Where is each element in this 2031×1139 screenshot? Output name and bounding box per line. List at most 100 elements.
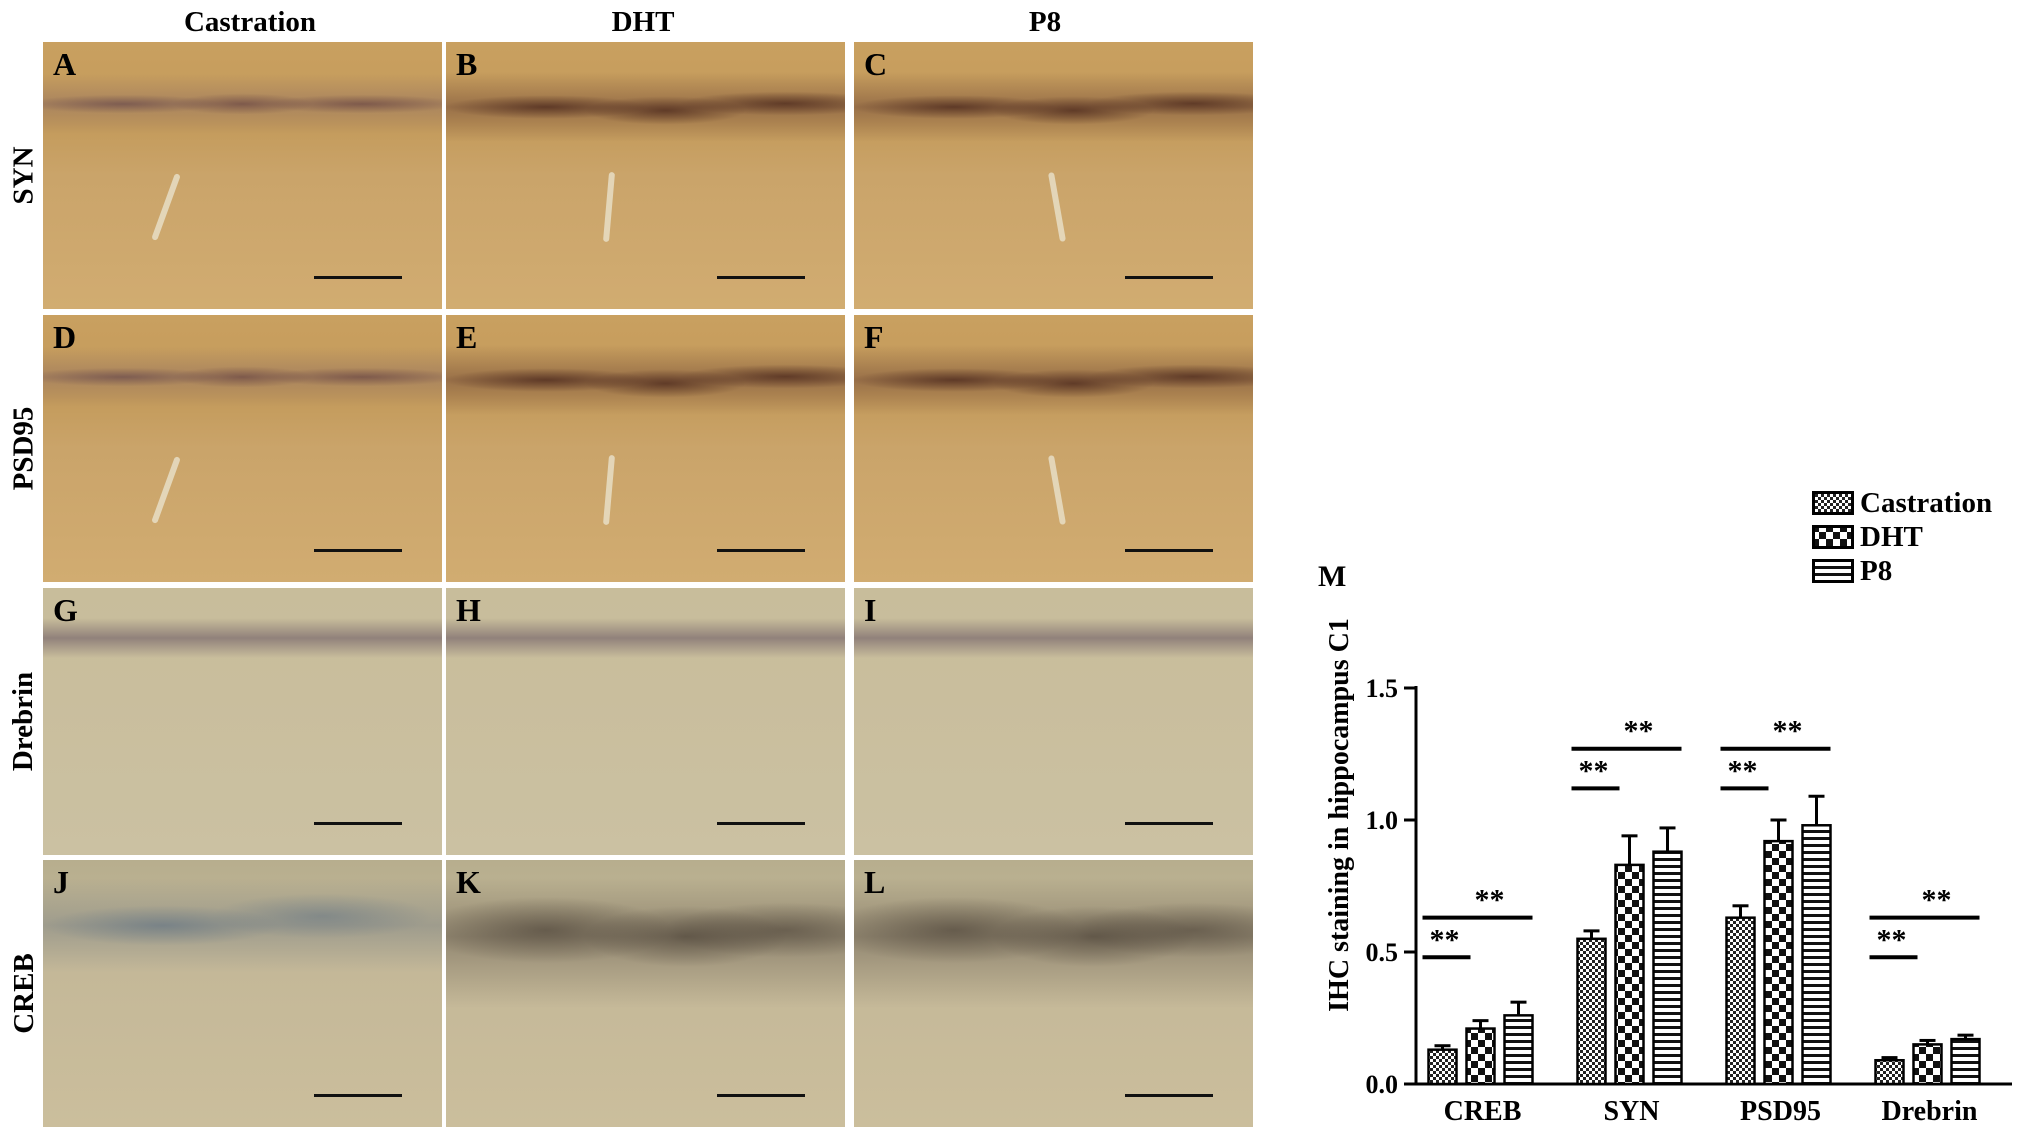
- bar-syn-castration: [1576, 937, 1607, 1086]
- panel-letter-f: F: [864, 319, 884, 355]
- significance-label: **: [1877, 923, 1907, 956]
- micrograph-panel-a: A: [43, 42, 442, 309]
- bar-syn-p8: [1652, 850, 1683, 1086]
- bar-psd95-p8: [1801, 824, 1832, 1086]
- blood-vessel: [602, 171, 616, 243]
- y-tick-label: 0.5: [1366, 938, 1399, 967]
- scale-bar: [1125, 822, 1213, 825]
- cell-layer-band: [43, 618, 442, 658]
- panel-letter-e: E: [456, 319, 478, 355]
- row-label-drebrin: Drebrin: [7, 671, 40, 771]
- legend-swatch-p8: [1812, 559, 1854, 583]
- cell-layer-band: [43, 347, 442, 407]
- legend-swatch-castration: [1812, 491, 1854, 515]
- bar-chart: IHC staining in hippocampus C1 0.0 0.5 1.0…: [1324, 618, 2012, 1127]
- chart-legend: Castration DHT P8: [1812, 486, 1992, 588]
- panel-letter-i: I: [864, 592, 877, 628]
- bar-drebrin-p8: [1950, 1037, 1981, 1086]
- cell-layer-band: [446, 345, 845, 415]
- row-label-creb: CREB: [7, 952, 40, 1034]
- cell-layer-band: [854, 345, 1253, 415]
- significance-label: **: [1579, 754, 1609, 787]
- micrograph-panel-j: J: [43, 860, 442, 1127]
- panel-letter-j: J: [53, 864, 69, 900]
- significance-label: **: [1430, 923, 1460, 956]
- y-tick-label: 1.5: [1366, 674, 1399, 703]
- significance-label: **: [1624, 715, 1654, 748]
- micrograph-panel-b: B: [446, 42, 845, 309]
- significance-label: **: [1922, 884, 1952, 917]
- legend-item-p8: P8: [1812, 554, 1992, 588]
- legend-label-p8: P8: [1860, 554, 1893, 587]
- micrograph-panel-c: C: [854, 42, 1253, 309]
- panel-letter-c: C: [864, 46, 888, 82]
- significance-label: **: [1475, 884, 1505, 917]
- scale-bar: [1125, 1094, 1213, 1097]
- legend-swatch-dht: [1812, 525, 1854, 549]
- bar-psd95-dht: [1763, 839, 1794, 1086]
- blood-vessel: [1047, 455, 1067, 525]
- significance-markers: ** ** ** ** ** ** ** **: [1422, 715, 1980, 960]
- x-tick-label-creb: CREB: [1444, 1096, 1522, 1127]
- y-tick-label: 0.0: [1366, 1070, 1399, 1099]
- legend-label-castration: Castration: [1860, 486, 1993, 519]
- panel-letter-b: B: [456, 46, 478, 82]
- panel-letter-g: G: [53, 592, 78, 628]
- micrograph-panel-l: L: [854, 860, 1253, 1127]
- scale-bar: [314, 276, 402, 279]
- scale-bar: [314, 822, 402, 825]
- scale-bar: [1125, 549, 1213, 552]
- significance-label: **: [1773, 715, 1803, 748]
- blood-vessel: [151, 456, 181, 524]
- cell-layer-band: [43, 878, 442, 973]
- legend-item-dht: DHT: [1812, 520, 1992, 554]
- cell-layer-band: [854, 618, 1253, 658]
- panel-letter-l: L: [864, 864, 886, 900]
- blood-vessel: [602, 454, 616, 526]
- bar-creb-p8: [1503, 1014, 1534, 1086]
- x-tick-label-psd95: PSD95: [1740, 1096, 1821, 1127]
- panel-letter-h: H: [456, 592, 481, 628]
- blood-vessel: [1047, 172, 1067, 242]
- scale-bar: [717, 549, 805, 552]
- scale-bar: [717, 1094, 805, 1097]
- micrograph-panel-f: F: [854, 315, 1253, 582]
- panel-letter-a: A: [53, 46, 77, 82]
- panel-letter-d: D: [53, 319, 77, 355]
- row-label-syn: SYN: [7, 145, 40, 205]
- micrograph-panel-i: I: [854, 588, 1253, 855]
- cell-layer-band: [446, 72, 845, 142]
- cell-layer-band: [854, 72, 1253, 142]
- cell-layer-band: [446, 878, 845, 1008]
- bar-drebrin-dht: [1912, 1043, 1943, 1086]
- micrograph-panel-e: E: [446, 315, 845, 582]
- scale-bar: [1125, 276, 1213, 279]
- column-header-dht: DHT: [611, 6, 675, 38]
- y-axis-label: IHC staining in hippocampus C1: [1324, 618, 1355, 1012]
- column-header-castration: Castration: [183, 6, 317, 38]
- chart-bars: [1427, 794, 1981, 1086]
- blood-vessel: [151, 173, 181, 241]
- x-tick-label-drebrin: Drebrin: [1882, 1096, 1978, 1127]
- significance-label: **: [1728, 754, 1758, 787]
- row-label-psd95: PSD95: [7, 406, 40, 490]
- chart-axes: 0.0 0.5 1.0 1.5 CREB SYN PSD95 Drebrin: [1366, 674, 2012, 1127]
- scale-bar: [314, 1094, 402, 1097]
- scale-bar: [314, 549, 402, 552]
- bar-psd95-castration: [1725, 916, 1756, 1086]
- panel-letter-k: K: [456, 864, 481, 900]
- micrograph-panel-g: G: [43, 588, 442, 855]
- cell-layer-band: [446, 618, 845, 658]
- bar-creb-castration: [1427, 1048, 1458, 1086]
- x-tick-label-syn: SYN: [1603, 1096, 1659, 1127]
- scale-bar: [717, 276, 805, 279]
- legend-item-castration: Castration: [1812, 486, 1992, 520]
- cell-layer-band: [43, 74, 442, 134]
- bar-drebrin-castration: [1874, 1058, 1905, 1086]
- micrograph-panel-d: D: [43, 315, 442, 582]
- cell-layer-band: [854, 878, 1253, 1008]
- y-tick-label: 1.0: [1366, 806, 1399, 835]
- micrograph-panel-k: K: [446, 860, 845, 1127]
- scale-bar: [717, 822, 805, 825]
- legend-label-dht: DHT: [1860, 520, 1923, 553]
